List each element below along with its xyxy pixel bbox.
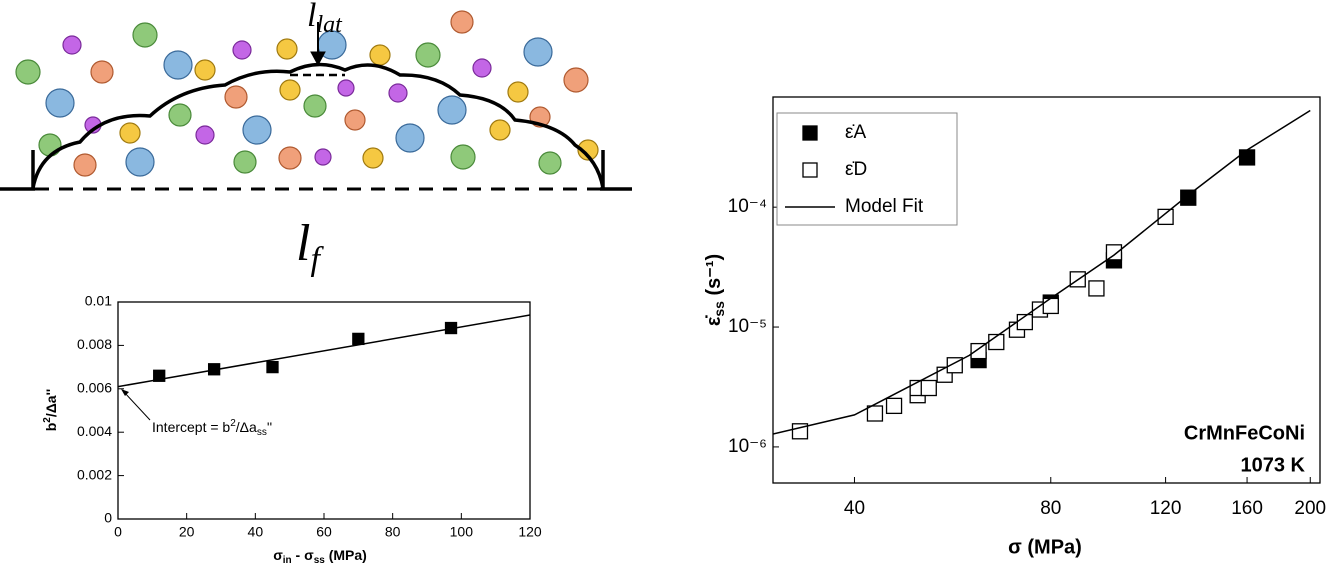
legend-marker [802,125,818,141]
label-part: ss [711,301,727,317]
marker [1180,189,1197,206]
label-part: (MPa) [325,547,367,563]
arrow-head [121,389,129,396]
marker [1088,280,1105,297]
y-tick-label: 10⁻⁶ [728,436,767,457]
marker [153,369,166,382]
marker [885,397,903,415]
plot-frame [117,301,531,520]
y-tick-label: 0.008 [77,336,112,352]
annotation: CrMnFeCoNi [1184,422,1305,444]
legend-marker [802,162,818,178]
y-tick-label: 0 [104,510,112,526]
particles [15,10,599,177]
x-tick-label: 120 [518,524,542,540]
y-axis-label: ε̇ss (s⁻¹) [703,254,726,326]
x-tick-label: 80 [1040,498,1061,519]
marker [1105,244,1123,261]
annotation-part: 2 [230,418,236,429]
label-main: l [296,215,310,272]
dislocation-line [0,22,632,191]
x-axis-label: σin - σss (MPa) [273,547,367,566]
label-part: ss [314,555,326,566]
plot-frame [772,96,1321,484]
y-tick-label: 0.002 [77,466,112,482]
label-main: l [307,0,316,34]
label-part: b [43,423,59,432]
fit-line [773,109,1311,435]
annotation-arrow [123,391,151,421]
marker [866,405,884,422]
label-part: (s⁻¹) [703,254,725,301]
x-tick-label: 80 [385,524,401,540]
marker [352,332,365,346]
y-tick-label: 0.006 [77,380,112,396]
y-tick-label: 10⁻⁴ [728,196,767,217]
label-part: /Δa'' [43,389,59,417]
y-tick-label: 10⁻⁵ [728,316,767,337]
l-lat-label: llat [307,0,343,38]
annotation-part: '' [267,419,272,435]
legend-label: ε̇A [845,122,866,143]
label-part: 2 [42,417,53,423]
fit-line [118,314,530,388]
annotation-part: /Δa [236,419,257,435]
x-tick-label: 40 [844,498,865,519]
x-tick-label: 120 [1150,498,1182,519]
x-tick-label: 0 [114,524,122,540]
legend-label: Model Fit [845,196,924,217]
x-tick-label: 60 [316,524,332,540]
marker [266,360,279,374]
label-part: ε̇ [703,315,725,326]
y-tick-label: 0.01 [85,293,112,309]
marker [920,379,937,397]
marker [970,342,987,360]
annotation: 1073 K [1241,454,1306,476]
marker [1157,208,1174,226]
marker [1042,297,1059,315]
label-part: σ [273,547,283,563]
label-sub: lat [316,12,343,38]
label-sub: f [310,241,324,278]
x-tick-label: 100 [450,524,474,540]
x-tick-label: 200 [1294,498,1326,519]
x-tick-label: 40 [248,524,264,540]
marker [1238,149,1256,166]
chart-intercept: σin - σss (MPa) b2/Δa'' Intercept = b2/Δ… [42,293,542,566]
label-part: in [283,555,292,566]
l-f-label: lf [296,215,324,278]
annotation-part: ss [257,427,267,438]
annotation-part: Intercept = b [152,419,230,435]
legend-label: ε̇D [845,159,867,180]
y-axis-label: b2/Δa'' [42,389,59,432]
y-tick-label: 0.004 [77,423,112,439]
annotation: Intercept = b2/Δass'' [152,418,272,438]
x-tick-label: 20 [179,524,195,540]
x-tick-label: 160 [1231,498,1263,519]
label-part: - σ [292,547,314,563]
x-axis-label: σ (MPa) [1008,536,1082,558]
chart-strain-rate: σ (MPa) ε̇ss (s⁻¹) CrMnFeCoNi 1073 K 40 8… [703,96,1326,558]
